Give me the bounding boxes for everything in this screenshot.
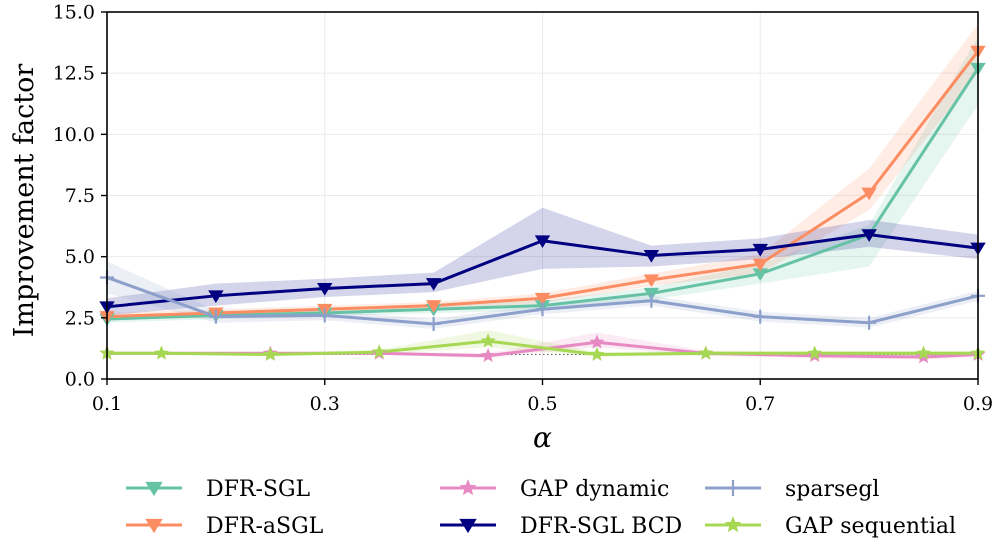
dfr-asgl-point	[534, 292, 551, 306]
axis-ticks: 0.1 0.3 0.5 0.7 0.9 0.0 2.5 5.0 7.5 10.0 12.5 15.0	[53, 2, 993, 416]
gap-dynamic-point	[480, 347, 496, 363]
y-tick-label: 0.0	[65, 369, 95, 391]
sparsegl-point	[208, 309, 223, 324]
legend-item-dfr-asgl: DFR-aSGL	[126, 514, 324, 539]
legend-swatch-marker	[725, 480, 741, 496]
gap-sequential-line	[107, 339, 978, 357]
dfr-asgl-point	[425, 300, 442, 313]
sparsegl-point	[535, 302, 550, 317]
dfr-asgl-point	[643, 274, 660, 288]
legend-swatch-marker	[724, 516, 742, 533]
legend-label: DFR-SGL BCD	[520, 514, 682, 539]
x-tick-label: 0.1	[92, 393, 122, 415]
gap-sequential-point	[589, 346, 605, 361]
legend-item-gap-sequential: GAP sequential	[705, 514, 956, 539]
legend-label: DFR-aSGL	[206, 514, 324, 539]
legend-swatch-marker	[459, 479, 477, 496]
x-tick-label: 0.3	[310, 393, 340, 415]
dfr-sgl-bcd-point	[425, 278, 442, 291]
dfr-sgl-bcd-point	[317, 283, 333, 296]
legend-swatch-marker	[145, 481, 163, 497]
legend-label: sparsegl	[785, 477, 879, 502]
legend-swatch-marker	[459, 518, 477, 534]
x-tick-label: 0.5	[527, 393, 557, 415]
legend-label: GAP sequential	[785, 514, 956, 539]
y-tick-label: 7.5	[65, 185, 95, 207]
legend-label: GAP dynamic	[520, 477, 669, 502]
dfr-sgl-bcd-point	[643, 250, 660, 263]
dfr-sgl-bcd-point	[861, 229, 877, 242]
gap-sequential-band	[107, 330, 978, 357]
y-tick-label: 2.5	[65, 307, 95, 329]
y-tick-label: 10.0	[53, 124, 95, 146]
gap-sequential-point	[154, 345, 169, 360]
gap-sequential-point	[916, 345, 931, 360]
x-tick-label: 0.9	[963, 393, 993, 415]
y-tick-label: 15.0	[53, 2, 95, 24]
gap-sequential-point	[371, 344, 387, 359]
gap-sequential-point	[480, 333, 496, 348]
x-tick-label: 0.7	[745, 393, 775, 415]
y-tick-label: 12.5	[53, 63, 95, 85]
gap-dynamic-point	[589, 334, 605, 349]
y-tick-label: 5.0	[65, 246, 95, 268]
sparsegl-point	[644, 293, 659, 308]
dfr-sgl-bcd-point	[534, 235, 551, 248]
sparsegl-point	[862, 315, 877, 330]
dfr-sgl-bcd-point	[752, 243, 768, 257]
legend: DFR-SGL DFR-aSGL GAP dynamic DFR-SGL BCD spa…	[126, 477, 956, 539]
legend-item-gap-dynamic: GAP dynamic	[440, 477, 669, 502]
gap-sequential-point	[807, 345, 823, 360]
sparsegl-point	[317, 308, 332, 323]
dfr-sgl-bcd-point	[208, 290, 224, 304]
sparsegl-point	[753, 309, 768, 324]
gap-sequential-point	[698, 345, 714, 360]
legend-item-dfr-sgl: DFR-SGL	[126, 477, 311, 502]
sparsegl-point	[426, 316, 441, 331]
legend-label: DFR-SGL	[206, 477, 311, 502]
legend-item-dfr-sgl-bcd: DFR-SGL BCD	[440, 514, 682, 539]
gap-sequential-point	[262, 346, 278, 361]
y-axis-title: Improvement factor	[9, 64, 40, 338]
x-axis-title: α	[533, 421, 552, 454]
dfr-asgl-point	[752, 258, 768, 272]
dfr-asgl-point	[861, 187, 877, 201]
legend-swatch-marker	[145, 518, 163, 534]
legend-item-sparsegl: sparsegl	[705, 477, 879, 502]
